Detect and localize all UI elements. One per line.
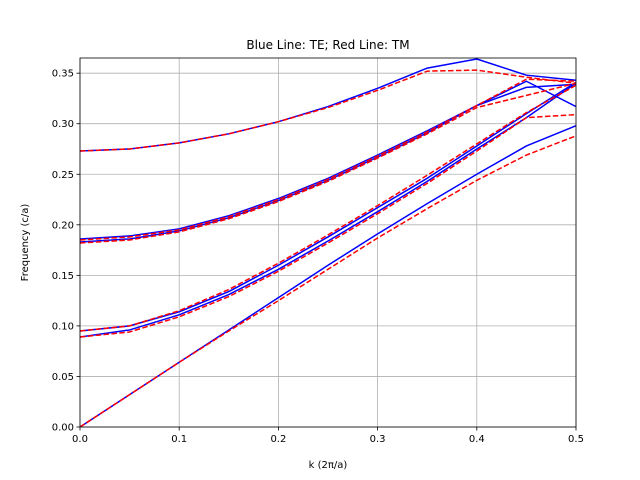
- tm-band-line-4: [80, 82, 576, 244]
- y-tick-label: 0.20: [52, 220, 74, 231]
- x-tick-label: 0.3: [370, 434, 386, 445]
- y-tick-label: 0.10: [52, 321, 74, 332]
- tm-band-line-5: [80, 78, 576, 241]
- plot-frame: [79, 57, 577, 428]
- te-band-line-4: [80, 83, 576, 243]
- y-tick-label: 0.00: [52, 423, 74, 434]
- y-tick-label: 0.25: [52, 170, 74, 181]
- y-tick-label: 0.05: [52, 372, 74, 383]
- chart-title: Blue Line: TE; Red Line: TM: [246, 38, 409, 52]
- tm-band-line-3: [80, 84, 576, 332]
- y-tick-label: 0.35: [52, 69, 74, 80]
- x-tick-label: 0.2: [270, 434, 286, 445]
- y-axis: 0.00 0.05 0.10 0.15 0.20 0.25 0.30 0.35: [52, 69, 80, 434]
- series-group: [80, 58, 576, 427]
- tm-band-line-2: [80, 113, 576, 338]
- x-tick-label: 0.0: [72, 434, 88, 445]
- y-axis-title: Frequency (c/a): [20, 204, 31, 282]
- te-band-line-5: [80, 80, 576, 240]
- y-tick-label: 0.30: [52, 119, 74, 130]
- x-tick-label: 0.4: [469, 434, 485, 445]
- tm-band-line-6: [80, 69, 576, 152]
- x-tick-label: 0.1: [171, 434, 187, 445]
- x-axis-title: k (2π/a): [309, 460, 348, 471]
- x-axis: 0.0 0.1 0.2 0.3 0.4 0.5: [72, 427, 584, 445]
- te-band-line-2: [80, 82, 576, 338]
- y-tick-label: 0.15: [52, 271, 74, 282]
- tm-band-line-1: [80, 135, 576, 427]
- x-tick-label: 0.5: [568, 434, 584, 445]
